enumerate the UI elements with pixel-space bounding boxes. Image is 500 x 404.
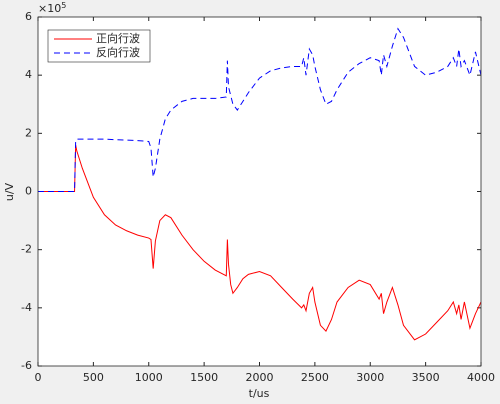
x-tick-label: 1000 <box>135 371 163 384</box>
legend-label: 反向行波 <box>96 45 140 59</box>
y-tick-label: 0 <box>25 185 32 198</box>
x-tick-label: 3000 <box>356 371 384 384</box>
y-tick-label: 4 <box>25 68 32 81</box>
y-tick-label: -2 <box>21 243 32 256</box>
y-tick-label: 6 <box>25 10 32 23</box>
y-tick-label: -4 <box>21 301 32 314</box>
x-tick-label: 4000 <box>467 371 495 384</box>
legend-box <box>47 29 151 63</box>
x-axis-label: t/us <box>249 387 270 400</box>
plot-area <box>38 17 481 366</box>
x-tick-label: 500 <box>83 371 104 384</box>
multiplier-exponent: 5 <box>61 1 66 10</box>
series-line <box>38 27 481 192</box>
x-tick-label: 0 <box>35 371 42 384</box>
multiplier-base: ×10 <box>38 2 61 15</box>
y-axis-label: u/V <box>3 182 16 201</box>
legend-label: 正向行波 <box>96 31 140 45</box>
series-line <box>38 144 481 341</box>
x-tick-label: 2000 <box>246 371 274 384</box>
x-tick-label: 2500 <box>301 371 329 384</box>
x-tick-label: 3500 <box>412 371 440 384</box>
x-tick-label: 1500 <box>190 371 218 384</box>
y-tick-label: -6 <box>21 359 32 372</box>
axes-box <box>37 16 482 367</box>
y-tick-label: 2 <box>25 126 32 139</box>
y-multiplier: ×105 <box>38 1 66 16</box>
